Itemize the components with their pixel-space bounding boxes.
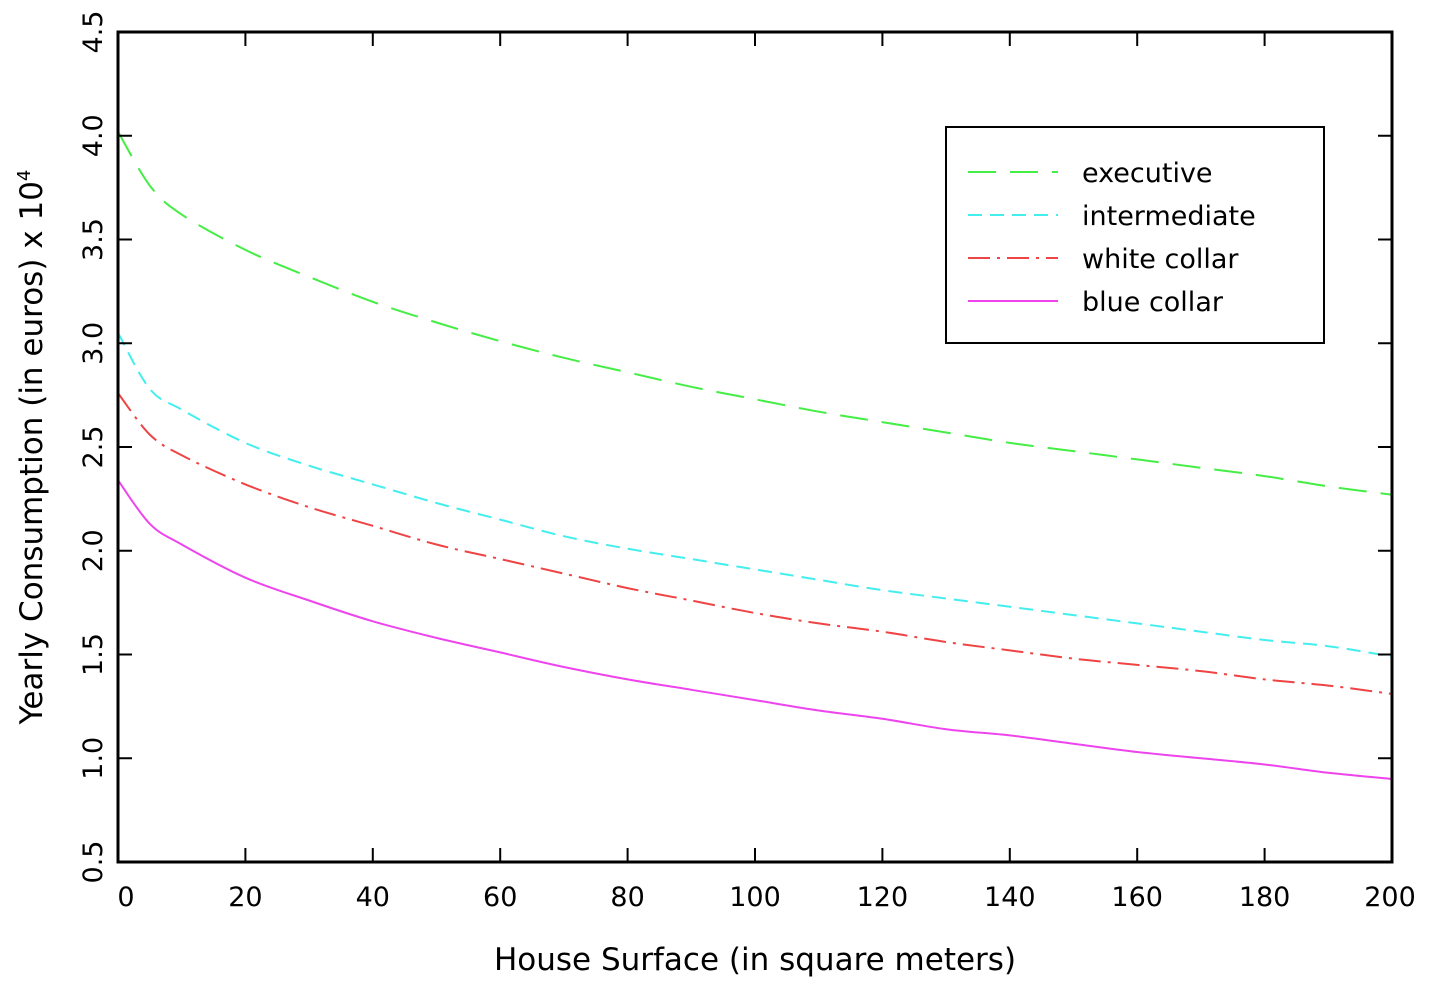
tick-layer: 0 20 40 60 80 100 120 140 160 180 200 0.5 1.0 1.5 2.0 2… xyxy=(78,11,1416,913)
x-tick-label: 160 xyxy=(1111,882,1163,913)
x-tick-label: 0 xyxy=(117,882,134,913)
legend-entries: executive intermediate white collar blue co… xyxy=(968,158,1256,318)
y-tick-label: 0.5 xyxy=(78,841,109,884)
x-tick-label: 40 xyxy=(356,882,390,913)
y-tick-label-group: 2.5 xyxy=(78,426,109,469)
y-tick-label-group: 1.0 xyxy=(78,737,109,780)
x-tick-label: 80 xyxy=(610,882,644,913)
y-tick-label-group: 3.0 xyxy=(78,322,109,365)
series-line-intermediate xyxy=(117,332,1393,658)
x-tick-label: 100 xyxy=(729,882,781,913)
x-tick-label: 200 xyxy=(1364,882,1416,913)
legend-label-executive: executive xyxy=(1082,158,1213,189)
y-tick-label: 1.5 xyxy=(78,633,109,676)
y-tick-label: 4.0 xyxy=(78,114,109,157)
y-tick-label: 1.0 xyxy=(78,737,109,780)
x-tick-label: 20 xyxy=(228,882,262,913)
y-tick-label-group: 0.5 xyxy=(78,841,109,884)
y-tick-label: 2.5 xyxy=(78,426,109,469)
y-tick-label-group: 2.0 xyxy=(78,529,109,572)
x-tick-label: 140 xyxy=(984,882,1036,913)
legend-box xyxy=(945,126,1325,344)
y-tick-label: 3.5 xyxy=(78,218,109,261)
y-axis-title-main: Yearly Consumption (in euros) x 10 xyxy=(14,181,50,725)
y-axis-title: Yearly Consumption (in euros) x 104 xyxy=(14,170,50,726)
x-axis-title: House Surface (in square meters) xyxy=(494,942,1016,978)
x-tick-label: 180 xyxy=(1239,882,1291,913)
y-tick-label: 3.0 xyxy=(78,322,109,365)
y-axis-title-group: Yearly Consumption (in euros) x 104 xyxy=(14,170,50,726)
y-axis-title-exponent: 4 xyxy=(14,170,35,181)
legend: executive intermediate white collar blue co… xyxy=(945,126,1325,344)
legend-label-blue-collar: blue collar xyxy=(1082,287,1224,318)
y-tick-label-group: 4.5 xyxy=(78,11,109,54)
x-tick-label: 120 xyxy=(857,882,909,913)
legend-label-intermediate: intermediate xyxy=(1082,201,1256,232)
y-tick-label-group: 1.5 xyxy=(78,633,109,676)
series-layer xyxy=(117,131,1393,780)
y-tick-label: 2.0 xyxy=(78,529,109,572)
y-tick-label: 4.5 xyxy=(78,11,109,54)
series-line-white-collar xyxy=(117,392,1393,695)
series-line-executive xyxy=(117,131,1393,496)
x-tick-label: 60 xyxy=(483,882,517,913)
y-tick-label-group: 4.0 xyxy=(78,114,109,157)
legend-label-white-collar: white collar xyxy=(1082,244,1239,275)
y-tick-label-group: 3.5 xyxy=(78,218,109,261)
series-line-blue-collar xyxy=(117,479,1393,780)
